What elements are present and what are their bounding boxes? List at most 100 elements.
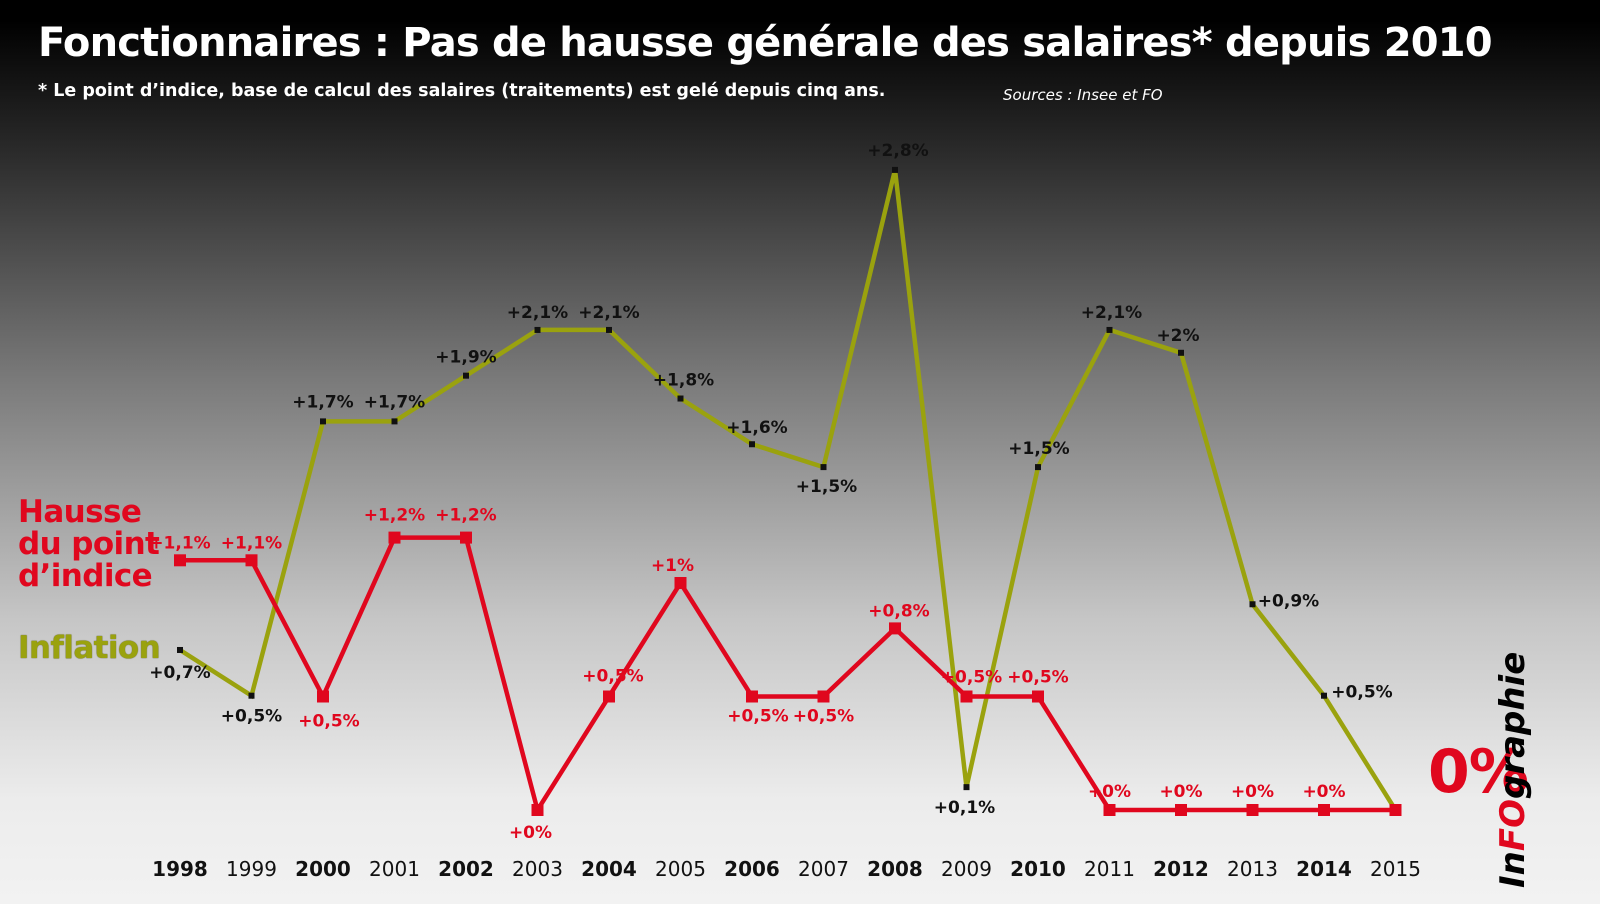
x-tick-label: 2005 — [655, 857, 706, 881]
inflation-point — [1035, 464, 1041, 471]
x-tick-label: 2002 — [438, 857, 494, 881]
x-tick-label: 2008 — [867, 857, 923, 881]
data-label: +1,2% — [364, 506, 425, 526]
index-point — [1246, 804, 1259, 816]
x-tick-label: 2003 — [512, 857, 563, 881]
data-label: +0% — [1302, 782, 1345, 802]
data-label: +0% — [1159, 782, 1202, 802]
data-label: +0,5% — [727, 707, 788, 727]
index-point — [817, 690, 830, 703]
data-label: +1,1% — [221, 533, 282, 553]
data-label: +1,5% — [1008, 439, 1069, 459]
inflation-point — [677, 395, 684, 402]
x-tick-label: 2000 — [295, 857, 351, 881]
index-point — [460, 531, 472, 544]
data-label: +2% — [1156, 326, 1199, 346]
inflation-point — [248, 692, 255, 699]
data-label: +0,5% — [582, 667, 643, 687]
series-label-inflation: Inflation — [18, 630, 161, 666]
data-label: +0,9% — [1258, 591, 1319, 611]
index-point — [603, 690, 615, 703]
index-point — [388, 531, 401, 544]
inflation-point — [820, 464, 827, 471]
x-tick-label: 2006 — [724, 857, 780, 881]
data-label: +0,5% — [941, 668, 1002, 688]
data-label: +1,8% — [653, 371, 714, 391]
chart-subtitle: * Le point d’indice, base de calcul des … — [38, 81, 886, 101]
inflation-point — [1249, 601, 1256, 608]
data-label: +1,7% — [292, 392, 353, 412]
sources-note: Sources : Insee et FO — [1003, 86, 1163, 104]
index-point — [1389, 804, 1402, 816]
data-label: +2,1% — [578, 303, 639, 323]
data-label: +1,7% — [364, 392, 425, 412]
inflation-point — [534, 326, 541, 333]
data-label: +1,1% — [149, 533, 210, 553]
data-label: +0% — [1088, 782, 1131, 802]
inflation-point — [1106, 326, 1113, 333]
data-markers — [174, 166, 1402, 816]
index-point — [1175, 804, 1187, 816]
final-index-value: 0% — [1428, 737, 1529, 807]
x-tick-label: 2001 — [369, 857, 420, 881]
data-label: +0,5% — [1007, 668, 1068, 688]
x-tick-label: 2007 — [798, 857, 849, 881]
data-label: +1% — [651, 556, 694, 576]
index-line — [180, 535, 1396, 816]
index-point — [1103, 804, 1116, 816]
x-tick-label: 2015 — [1370, 857, 1421, 881]
data-label: +0,5% — [221, 707, 282, 727]
inflation-point — [463, 372, 469, 379]
data-label: +0,5% — [793, 707, 854, 727]
x-tick-label: 2012 — [1153, 857, 1209, 881]
index-point — [1318, 804, 1330, 816]
data-label: +1,5% — [796, 477, 857, 497]
infographie-logo: InFOgraphie — [1493, 651, 1533, 888]
data-label: +0% — [509, 823, 552, 843]
index-point — [1032, 690, 1044, 703]
data-label: +1,6% — [726, 418, 787, 438]
data-label: +1,2% — [435, 506, 496, 526]
data-labels: +0,7% +0,5% +1,7% +1,7% +1,9% +2,1% +2,1% +1,8%… — [149, 141, 1392, 843]
index-point — [317, 690, 329, 703]
inflation-point — [391, 418, 398, 425]
index-point — [531, 804, 544, 816]
data-label: +0,5% — [1331, 683, 1392, 703]
chart-title: Fonctionnaires : Pas de hausse générale … — [38, 20, 1493, 66]
data-label: +0% — [1231, 782, 1274, 802]
x-tick-label: 1998 — [152, 857, 208, 881]
inflation-point — [892, 166, 898, 173]
index-point — [889, 622, 901, 635]
x-tick-label: 2010 — [1010, 857, 1066, 881]
logo-part-fo: FO — [1493, 799, 1533, 852]
series-label-index: Hausse du point d’indice — [18, 494, 160, 594]
series-lines — [178, 169, 1398, 816]
index-point — [245, 554, 258, 567]
index-point — [960, 690, 973, 703]
x-tick-label: 2004 — [581, 857, 637, 881]
data-label: +1,9% — [435, 348, 496, 368]
inflation-line — [178, 169, 1398, 812]
data-label: +0,8% — [868, 601, 929, 621]
inflation-point — [749, 441, 755, 448]
index-point — [674, 577, 687, 589]
inflation-point — [963, 784, 970, 791]
x-axis: 1998 1999 2000 2001 2002 2003 2004 2005 2006 2007… — [152, 857, 1421, 881]
data-label: +0,5% — [298, 712, 359, 732]
inflation-point — [177, 646, 183, 653]
logo-part-in: In — [1493, 851, 1533, 888]
index-point — [746, 690, 758, 703]
data-label: +2,8% — [867, 141, 928, 161]
data-label: +2,1% — [1081, 303, 1142, 323]
x-tick-label: 2009 — [941, 857, 992, 881]
inflation-point — [1178, 349, 1184, 356]
inflation-point — [320, 418, 326, 425]
data-label: +0,7% — [149, 663, 210, 683]
data-label: +0,1% — [934, 798, 995, 818]
data-label: +2,1% — [507, 303, 568, 323]
logo-part-graphie: graphie — [1493, 651, 1533, 799]
inflation-point — [606, 326, 612, 333]
x-tick-label: 2014 — [1296, 857, 1352, 881]
